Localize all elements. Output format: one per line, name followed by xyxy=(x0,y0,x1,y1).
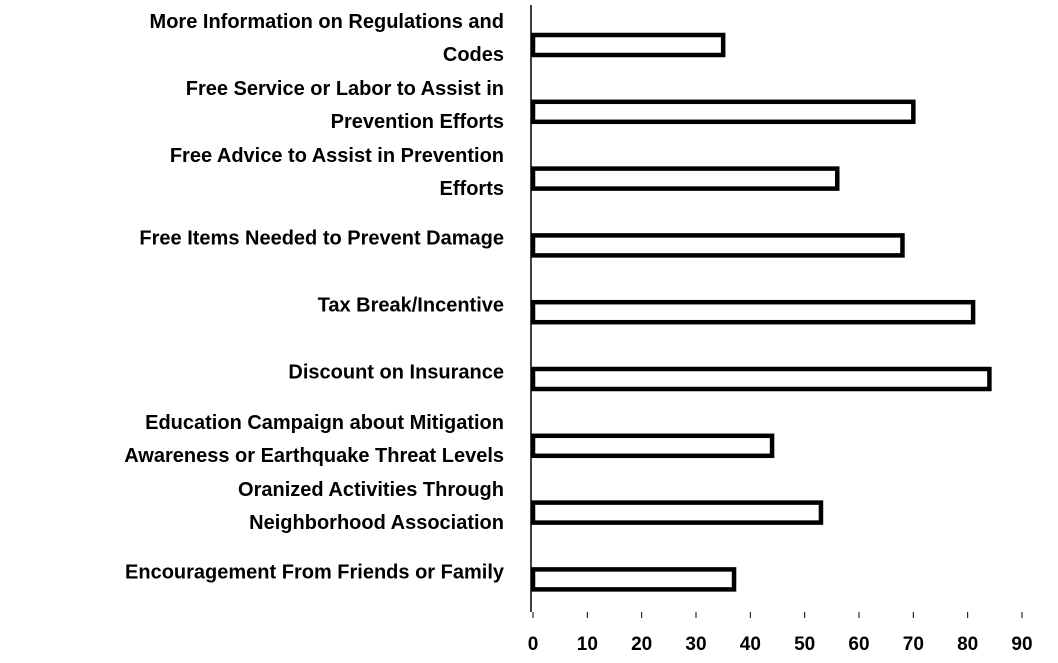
bar xyxy=(530,567,737,592)
x-tick-label: 10 xyxy=(577,634,598,655)
category-label: More Information on Regulations and Code… xyxy=(149,11,504,66)
x-tick-label: 70 xyxy=(903,634,924,655)
bar xyxy=(530,166,840,191)
x-tick-label: 50 xyxy=(794,634,815,655)
x-tick-label: 20 xyxy=(631,634,652,655)
category-label: Free Service or Labor to Assist in Preve… xyxy=(185,77,504,133)
category-label: Free Items Needed to Prevent Damage xyxy=(139,227,504,250)
category-label: Oranized Activities Through Neighborhood… xyxy=(238,478,504,534)
category-label: Tax Break/Incentive xyxy=(317,294,504,317)
x-tick-label: 80 xyxy=(957,634,978,655)
bar xyxy=(530,99,916,125)
category-label: Education Campaign about Mitigation Awar… xyxy=(124,411,504,467)
bar xyxy=(530,500,824,525)
bar xyxy=(530,32,726,58)
bar xyxy=(530,233,905,258)
x-tick-label: 90 xyxy=(1011,634,1032,655)
bar xyxy=(530,433,775,459)
category-label: Encouragement From Friends or Family xyxy=(125,561,504,584)
category-label: Free Advice to Assist in Prevention Effo… xyxy=(169,144,504,200)
x-tick-label: 30 xyxy=(685,634,706,655)
x-tick-label: 0 xyxy=(528,634,539,655)
category-label: Discount on Insurance xyxy=(288,361,504,384)
x-tick-label: 40 xyxy=(740,634,761,655)
x-tick-label: 60 xyxy=(848,634,869,655)
bar xyxy=(530,366,992,392)
bar xyxy=(530,299,976,325)
